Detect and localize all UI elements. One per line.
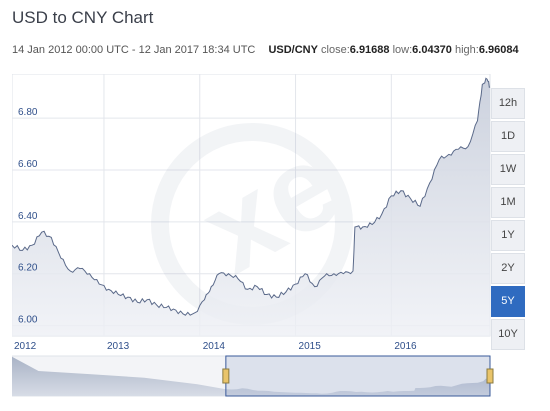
navigator-handle-right[interactable]: [486, 368, 494, 384]
x-tick-label: 2014: [203, 341, 226, 352]
date-range: 14 Jan 2012 00:00 UTC - 12 Jan 2017 18:3…: [12, 44, 256, 56]
range-button-2y[interactable]: 2Y: [491, 253, 525, 284]
series-line: [11, 77, 491, 316]
low-value: 6.04370: [412, 44, 452, 56]
close-value: 6.91688: [349, 44, 390, 56]
x-tick-label: 2013: [107, 341, 130, 352]
low-label: low:: [392, 44, 413, 56]
navigator-handle-left[interactable]: [222, 368, 230, 384]
close-label: close:: [321, 44, 350, 56]
chart-svg: xe 6.006.206.406.606.80 2012 2013 2014 2015…: [11, 73, 494, 397]
y-tick-label: 6.60: [18, 159, 38, 170]
chart-title: USD to CNY Chart: [12, 8, 154, 27]
x-tick-labels: 2012 2013 2014 2015 2016: [14, 341, 417, 352]
chart-subheader: 14 Jan 2012 00:00 UTC - 12 Jan 2017 18:3…: [12, 44, 519, 56]
range-button-1y[interactable]: 1Y: [491, 220, 525, 251]
range-button-1m[interactable]: 1M: [491, 187, 525, 218]
navigator-window[interactable]: [225, 355, 491, 397]
range-selector: 12h 1D 1W 1M 1Y 2Y 5Y 10Y: [491, 88, 525, 352]
high-label: high:: [454, 44, 479, 56]
range-button-1d[interactable]: 1D: [491, 121, 525, 152]
series-area: [12, 78, 490, 337]
y-tick-label: 6.20: [18, 263, 38, 274]
range-button-10y[interactable]: 10Y: [491, 319, 525, 350]
range-button-1w[interactable]: 1W: [491, 154, 525, 185]
range-button-12h[interactable]: 12h: [491, 88, 525, 119]
navigator[interactable]: [11, 355, 494, 397]
y-tick-labels: 6.00 6.20 6.40 6.60 6.80: [18, 107, 38, 326]
y-tick-label: 6.40: [18, 211, 38, 222]
x-tick-label: 2012: [14, 341, 37, 352]
y-tick-label: 6.80: [18, 107, 38, 118]
currency-pair: USD/CNY: [268, 44, 318, 56]
navigator-area: [12, 356, 490, 396]
y-tick-label: 6.00: [18, 315, 38, 326]
x-tick-label: 2016: [394, 341, 417, 352]
range-button-5y[interactable]: 5Y: [491, 286, 525, 317]
chart-area[interactable]: xe 6.00 6.20 6.40 6.60 6.80 2012 2013 2014 2015…: [11, 73, 537, 406]
x-tick-label: 2015: [299, 341, 322, 352]
high-value: 6.96084: [478, 44, 519, 56]
